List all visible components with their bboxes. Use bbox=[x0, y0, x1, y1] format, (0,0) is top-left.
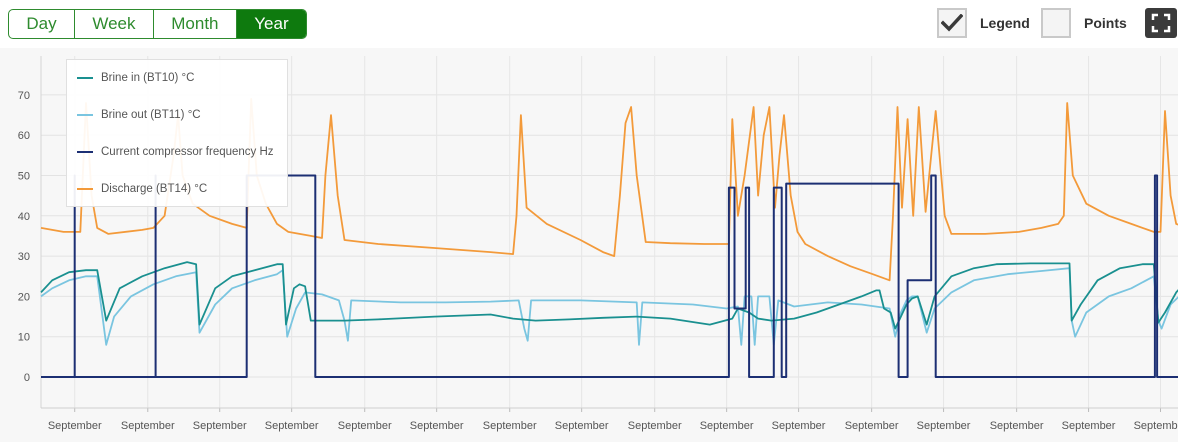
x-tick-label: September bbox=[555, 420, 609, 432]
y-tick-label: 10 bbox=[18, 332, 30, 344]
y-tick-label: 60 bbox=[18, 130, 30, 142]
range-year-button[interactable]: Year bbox=[236, 10, 306, 38]
legend-label: Current compressor frequency Hz bbox=[101, 146, 274, 158]
x-tick-label: September bbox=[1062, 420, 1116, 432]
legend-toggle[interactable]: Legend bbox=[937, 7, 1030, 39]
legend-item[interactable]: Brine out (BT11) °C bbox=[77, 107, 201, 123]
y-tick-label: 50 bbox=[18, 171, 30, 183]
legend-label: Legend bbox=[980, 15, 1030, 31]
checkmark-icon bbox=[941, 14, 963, 32]
legend-label: Discharge (BT14) °C bbox=[101, 183, 208, 195]
legend-swatch bbox=[77, 114, 93, 116]
points-toggle[interactable]: Points bbox=[1041, 7, 1127, 39]
legend-swatch bbox=[77, 77, 93, 79]
legend-item[interactable]: Brine in (BT10) °C bbox=[77, 70, 194, 86]
points-checkbox[interactable] bbox=[1041, 8, 1071, 38]
x-tick-label: September bbox=[845, 420, 899, 432]
legend-label: Brine out (BT11) °C bbox=[101, 109, 201, 121]
x-tick-label: September bbox=[990, 420, 1044, 432]
fullscreen-button[interactable] bbox=[1145, 8, 1177, 38]
legend-swatch bbox=[77, 151, 93, 153]
range-selector: Day Week Month Year bbox=[8, 9, 307, 39]
series-line-2 bbox=[40, 267, 1178, 346]
y-tick-label: 40 bbox=[18, 211, 30, 223]
x-tick-label: September bbox=[338, 420, 392, 432]
y-tick-label: 30 bbox=[18, 251, 30, 263]
legend-label: Brine in (BT10) °C bbox=[101, 72, 195, 84]
series-line-1 bbox=[40, 261, 1178, 330]
range-day-button[interactable]: Day bbox=[9, 10, 75, 38]
y-tick-label: 0 bbox=[24, 372, 30, 384]
x-tick-label: September bbox=[48, 420, 102, 432]
legend-item[interactable]: Discharge (BT14) °C bbox=[77, 181, 207, 197]
x-tick-label: September bbox=[1134, 420, 1178, 432]
line-chart: 0 10 20 30 40 50 60 70 September September Septemb… bbox=[18, 56, 1178, 432]
x-tick-label: September bbox=[483, 420, 537, 432]
range-week-button[interactable]: Week bbox=[75, 10, 154, 38]
x-tick-label: September bbox=[917, 420, 971, 432]
x-tick-label: September bbox=[265, 420, 319, 432]
x-tick-label: September bbox=[410, 420, 464, 432]
legend-checkbox[interactable] bbox=[937, 8, 967, 38]
y-tick-label: 70 bbox=[18, 90, 30, 102]
fullscreen-icon bbox=[1151, 13, 1171, 33]
points-label: Points bbox=[1084, 15, 1127, 31]
x-tick-label: September bbox=[628, 420, 682, 432]
x-tick-label: September bbox=[772, 420, 826, 432]
series-line-3 bbox=[41, 174, 1178, 378]
x-tick-label: September bbox=[700, 420, 754, 432]
legend-swatch bbox=[77, 188, 93, 190]
x-tick-label: September bbox=[121, 420, 175, 432]
chart-legend: Brine in (BT10) °C Brine out (BT11) °C Cur… bbox=[66, 59, 288, 207]
range-month-button[interactable]: Month bbox=[154, 10, 237, 38]
legend-item[interactable]: Current compressor frequency Hz bbox=[77, 144, 274, 160]
y-tick-label: 20 bbox=[18, 291, 30, 303]
x-tick-label: September bbox=[193, 420, 247, 432]
